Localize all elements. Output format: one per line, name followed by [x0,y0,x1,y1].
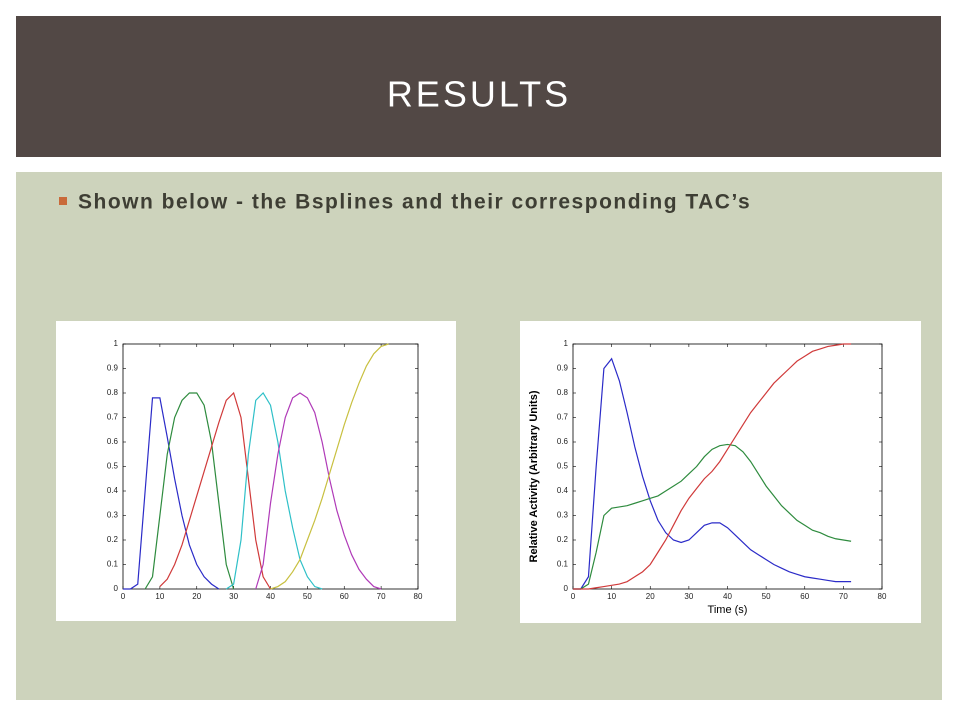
y-tick-label: 0.5 [107,462,119,471]
y-tick-label: 0.5 [557,462,569,471]
x-tick-label: 10 [155,592,164,601]
header-band [16,16,941,157]
chart-panel [520,321,921,623]
x-tick-label: 30 [229,592,238,601]
x-tick-label: 0 [571,592,576,601]
x-tick-label: 20 [192,592,201,601]
y-tick-label: 1 [114,339,119,348]
x-tick-label: 50 [762,592,771,601]
x-tick-label: 80 [414,592,423,601]
data-line [144,392,235,590]
y-tick-label: 0.3 [107,511,119,520]
data-line [573,343,852,590]
x-tick-label: 40 [723,592,732,601]
x-tick-label: 70 [839,592,848,601]
y-axis-label: Relative Activity (Arbitrary Units) [528,390,540,562]
x-tick-label: 20 [646,592,655,601]
x-tick-label: 0 [121,592,126,601]
y-tick-label: 0.3 [557,511,569,520]
data-line [573,357,852,590]
y-tick-label: 0.1 [557,560,569,569]
y-tick-label: 0.9 [557,364,569,373]
y-tick-label: 0.6 [107,437,119,446]
x-tick-label: 60 [340,592,349,601]
y-tick-label: 0.6 [557,437,569,446]
bullet-marker [59,197,67,205]
y-tick-label: 0.4 [107,486,119,495]
data-line [270,343,389,590]
y-tick-label: 0.9 [107,364,119,373]
bullet-text: Shown below - the Bsplines and their cor… [78,191,751,214]
x-axis-label: Time (s) [708,604,748,616]
data-line [573,443,852,590]
slide-title: RESULTS [387,74,571,115]
data-line [159,391,272,590]
x-tick-label: 80 [878,592,887,601]
y-tick-label: 0.7 [107,413,119,422]
x-tick-label: 60 [800,592,809,601]
y-tick-label: 0.7 [557,413,569,422]
y-tick-label: 0.8 [107,388,119,397]
y-tick-label: 0.8 [557,388,569,397]
x-tick-label: 40 [266,592,275,601]
y-tick-label: 0.2 [557,535,569,544]
y-tick-label: 0.2 [107,535,119,544]
data-line [255,392,382,590]
y-tick-label: 0 [114,584,119,593]
y-tick-label: 0.4 [557,486,569,495]
x-tick-label: 50 [303,592,312,601]
x-tick-label: 30 [684,592,693,601]
y-tick-label: 0 [564,584,569,593]
y-tick-label: 0.1 [107,560,119,569]
x-tick-label: 70 [377,592,386,601]
data-line [123,397,220,590]
y-tick-label: 1 [564,339,569,348]
data-line [225,392,323,590]
x-tick-label: 10 [607,592,616,601]
